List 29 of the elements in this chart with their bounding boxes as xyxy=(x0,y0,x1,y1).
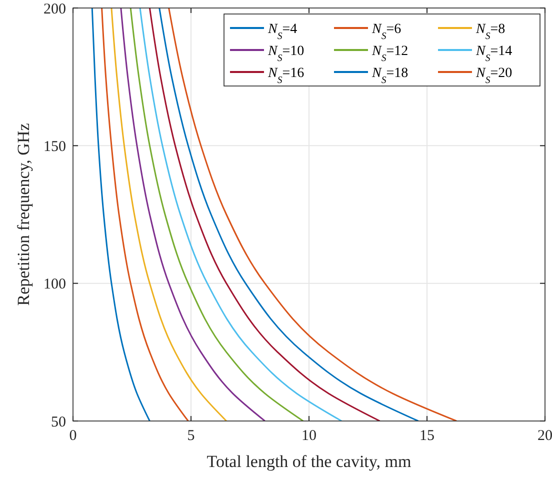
legend-label: N$_{S}$=16 xyxy=(267,66,304,86)
legend-label: N$_{S}$=18 xyxy=(371,66,408,86)
line-series xyxy=(139,8,342,421)
y-axis-title: Repetition frequency, GHz xyxy=(14,122,33,306)
y-tick-label: 200 xyxy=(44,1,66,18)
y-tick-label: 100 xyxy=(44,276,66,293)
x-tick-label: 20 xyxy=(538,428,552,444)
x-axis-title: Total length of the cavity, mm xyxy=(206,452,412,471)
line-series xyxy=(158,8,420,421)
legend-label: N$_{S}$=6 xyxy=(371,22,402,42)
legend-label: N$_{S}$=20 xyxy=(475,66,512,86)
legend-label: N$_{S}$=10 xyxy=(267,44,304,64)
legend-label: N$_{S}$=8 xyxy=(475,22,506,42)
legend-label: N$_{S}$=4 xyxy=(267,22,298,42)
line-series xyxy=(101,8,189,421)
y-tick-label: 150 xyxy=(44,138,66,155)
line-series xyxy=(91,8,150,421)
line-series xyxy=(130,8,304,421)
x-tick-label: 10 xyxy=(302,428,316,444)
line-series xyxy=(110,8,228,421)
legend-label: N$_{S}$=12 xyxy=(371,44,408,64)
x-tick-label: 0 xyxy=(69,428,77,444)
line-series xyxy=(120,8,266,421)
x-tick-label: 5 xyxy=(187,428,195,444)
legend-label: N$_{S}$=14 xyxy=(475,44,512,64)
line-series xyxy=(168,8,458,421)
line-series xyxy=(148,8,381,421)
y-tick-label: 50 xyxy=(51,414,66,430)
x-tick-label: 15 xyxy=(420,428,434,444)
